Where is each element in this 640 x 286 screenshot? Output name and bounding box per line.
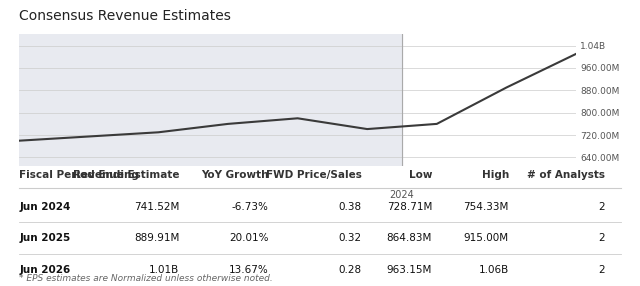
Text: * EPS estimates are Normalized unless otherwise noted.: * EPS estimates are Normalized unless ot… [19, 274, 273, 283]
Text: Consensus Revenue Estimates: Consensus Revenue Estimates [19, 9, 231, 23]
Bar [19, 34, 402, 166]
Text: Low: Low [408, 170, 432, 180]
Text: 963.15M: 963.15M [387, 265, 432, 275]
Text: Jun 2025: Jun 2025 [19, 233, 70, 243]
Text: 864.83M: 864.83M [387, 233, 432, 243]
Text: 2024: 2024 [390, 190, 414, 200]
Text: High: High [481, 170, 509, 180]
Text: 2: 2 [598, 202, 605, 212]
Text: # of Analysts: # of Analysts [527, 170, 605, 180]
Text: 2: 2 [598, 265, 605, 275]
Text: YoY Growth: YoY Growth [202, 170, 269, 180]
Text: 2: 2 [598, 233, 605, 243]
Text: Jun 2026: Jun 2026 [19, 265, 70, 275]
Text: 728.71M: 728.71M [387, 202, 432, 212]
Text: 20.01%: 20.01% [229, 233, 269, 243]
Text: 0.32: 0.32 [339, 233, 362, 243]
Text: -6.73%: -6.73% [232, 202, 269, 212]
Text: FWD Price/Sales: FWD Price/Sales [266, 170, 362, 180]
Text: Revenue Estimate: Revenue Estimate [73, 170, 179, 180]
Text: 1.01B: 1.01B [149, 265, 179, 275]
Text: Fiscal Period Ending: Fiscal Period Ending [19, 170, 139, 180]
Text: Jun 2024: Jun 2024 [19, 202, 70, 212]
Text: 889.91M: 889.91M [134, 233, 179, 243]
Text: 754.33M: 754.33M [463, 202, 509, 212]
Text: 741.52M: 741.52M [134, 202, 179, 212]
Text: 1.06B: 1.06B [479, 265, 509, 275]
Text: 915.00M: 915.00M [463, 233, 509, 243]
Text: 0.28: 0.28 [339, 265, 362, 275]
Text: 0.38: 0.38 [339, 202, 362, 212]
Text: 13.67%: 13.67% [229, 265, 269, 275]
